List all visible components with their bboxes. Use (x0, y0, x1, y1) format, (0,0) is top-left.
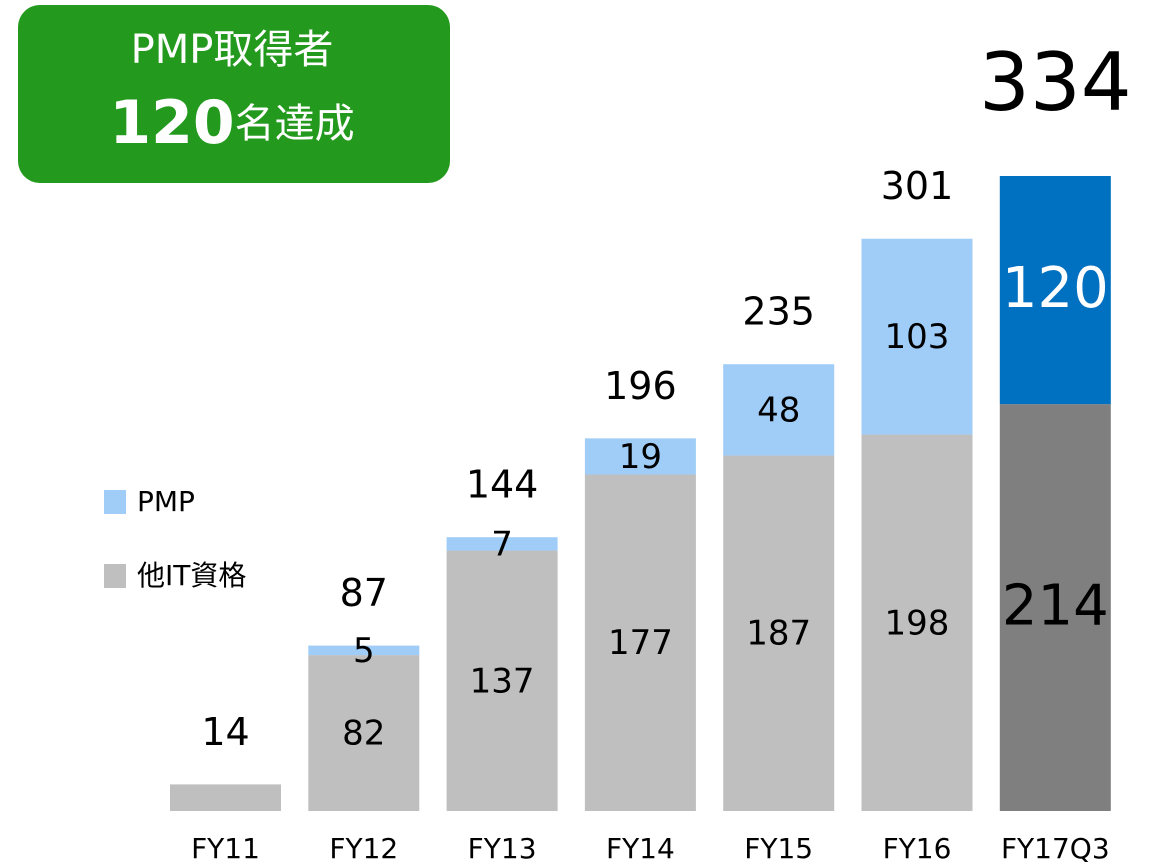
badge-number: 120 (109, 88, 234, 158)
segment-label: 7 (491, 524, 513, 564)
total-label: 301 (881, 164, 954, 208)
legend-label: PMP (137, 485, 195, 518)
segment-label: 120 (1002, 256, 1109, 321)
badge (18, 5, 450, 183)
segment-label: 137 (470, 661, 535, 701)
bar-segment (723, 455, 835, 811)
bar-segment (861, 238, 973, 435)
segment-label: 214 (1002, 574, 1109, 639)
bar-segment (999, 404, 1111, 811)
badge-title: PMP取得者 (131, 27, 334, 73)
x-tick-label: FY14 (606, 832, 675, 865)
segment-label: 187 (746, 614, 811, 654)
x-tick-label: FY16 (883, 832, 952, 865)
bar-segment (584, 474, 696, 811)
total-label: 235 (742, 290, 815, 334)
legend-swatch (104, 564, 126, 588)
x-tick-label: FY13 (468, 832, 537, 865)
bar-segment (308, 655, 420, 811)
segment-label: 103 (885, 317, 950, 357)
bar-segment (999, 176, 1111, 405)
segment-label: 82 (342, 714, 385, 754)
bar-segment (723, 364, 835, 456)
segment-label: 48 (757, 390, 800, 430)
total-label: 14 (201, 710, 249, 754)
x-tick-label: FY12 (329, 832, 398, 865)
bar-segment (170, 784, 281, 811)
bar-segment (861, 434, 973, 811)
x-tick-label: FY15 (744, 832, 813, 865)
total-label: 87 (340, 571, 388, 615)
bar-segment (308, 645, 420, 656)
x-tick-label: FY17Q3 (1001, 832, 1110, 865)
segment-label: 5 (353, 631, 375, 671)
total-label: 334 (979, 36, 1132, 129)
total-label: 144 (466, 463, 539, 507)
badge-line: 120名達成 (109, 88, 354, 158)
x-tick-label: FY11 (191, 832, 260, 865)
segment-label: 19 (619, 437, 662, 477)
total-label: 196 (604, 364, 677, 408)
segment-label: 198 (885, 603, 950, 643)
bar-segment (446, 537, 558, 551)
legend-label: 他IT資格 (137, 559, 246, 592)
segment-label: 177 (608, 623, 673, 663)
legend-swatch (104, 490, 126, 514)
bar-segment (584, 438, 696, 475)
bar-segment (446, 550, 558, 811)
badge-suffix: 名達成 (235, 101, 355, 147)
